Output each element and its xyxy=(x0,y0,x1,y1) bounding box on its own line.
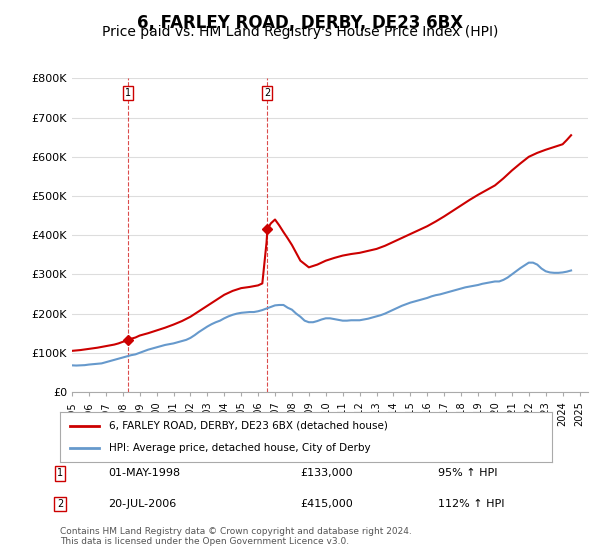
Text: £415,000: £415,000 xyxy=(300,499,353,509)
Text: 6, FARLEY ROAD, DERBY, DE23 6BX (detached house): 6, FARLEY ROAD, DERBY, DE23 6BX (detache… xyxy=(109,421,388,431)
Text: 2: 2 xyxy=(57,499,63,509)
Text: HPI: Average price, detached house, City of Derby: HPI: Average price, detached house, City… xyxy=(109,443,371,453)
Text: 112% ↑ HPI: 112% ↑ HPI xyxy=(438,499,505,509)
Text: 2: 2 xyxy=(264,88,271,98)
Text: Price paid vs. HM Land Registry's House Price Index (HPI): Price paid vs. HM Land Registry's House … xyxy=(102,25,498,39)
Text: 20-JUL-2006: 20-JUL-2006 xyxy=(108,499,176,509)
Text: 6, FARLEY ROAD, DERBY, DE23 6BX: 6, FARLEY ROAD, DERBY, DE23 6BX xyxy=(137,14,463,32)
Text: 95% ↑ HPI: 95% ↑ HPI xyxy=(438,468,497,478)
Text: £133,000: £133,000 xyxy=(300,468,353,478)
Text: 01-MAY-1998: 01-MAY-1998 xyxy=(108,468,180,478)
Text: Contains HM Land Registry data © Crown copyright and database right 2024.
This d: Contains HM Land Registry data © Crown c… xyxy=(60,526,412,546)
Text: 1: 1 xyxy=(57,468,63,478)
Text: 1: 1 xyxy=(125,88,131,98)
